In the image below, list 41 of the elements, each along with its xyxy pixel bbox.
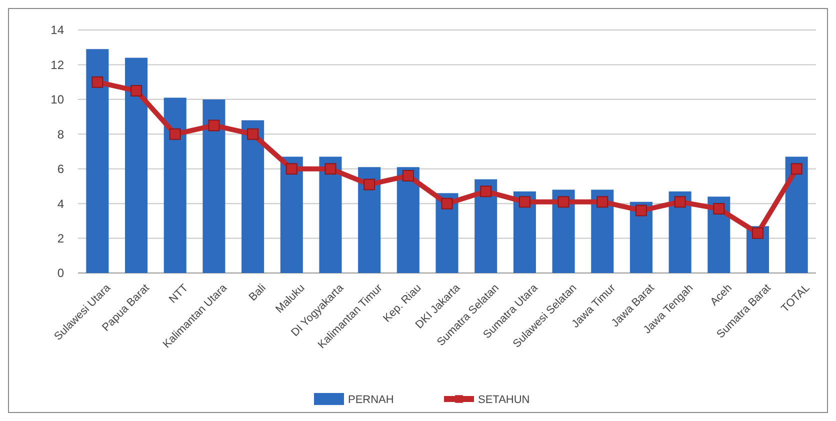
bar [202,99,226,273]
point [441,198,453,210]
bar [474,179,498,273]
point [208,120,220,132]
point [169,128,181,140]
point [324,163,336,175]
point [674,196,686,208]
point [752,227,764,239]
bar [125,58,148,273]
point [92,76,104,88]
point [130,85,142,96]
point [480,186,492,198]
point [596,196,608,208]
point [558,196,570,208]
bar [319,156,342,273]
y-tick-label: 2 [57,231,64,246]
point [286,163,298,175]
bar [86,49,109,273]
point [713,203,725,215]
y-tick-label: 4 [57,196,64,211]
bar [280,156,303,273]
y-tick-label: 10 [50,92,64,107]
x-tick-label: Bali [246,282,268,304]
y-tick-label: 0 [57,266,64,280]
legend-label: PERNAH [348,394,394,406]
point [364,178,376,190]
bar [396,167,420,273]
legend-label: SETAHUN [478,394,530,406]
point [635,204,647,216]
y-tick-label: 6 [57,162,64,176]
point [402,170,414,182]
bar [164,98,186,273]
bar [785,156,808,273]
point [247,128,259,140]
point [518,196,530,208]
bar [358,167,381,273]
y-tick-label: 8 [57,127,64,142]
point [790,163,802,175]
bar [242,120,264,273]
y-tick-label: 14 [50,23,64,38]
y-tick-label: 12 [50,58,64,72]
